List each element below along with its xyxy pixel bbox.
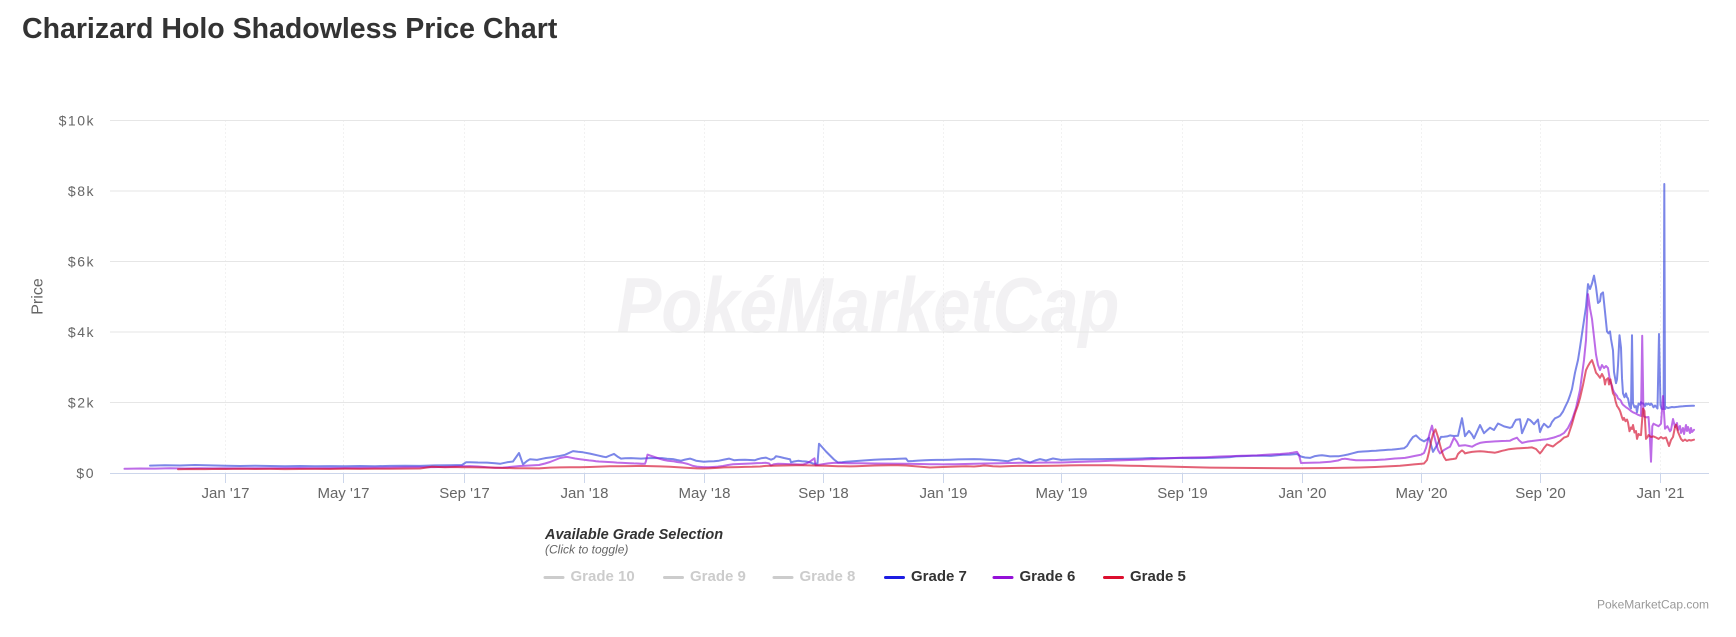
svg-text:Sep '17: Sep '17 (439, 485, 489, 502)
svg-text:Price: Price (30, 278, 47, 315)
svg-text:$2k: $2k (68, 395, 95, 411)
svg-text:May '19: May '19 (1035, 485, 1087, 502)
svg-text:(Click to toggle): (Click to toggle) (545, 543, 628, 557)
svg-text:PokeMarketCap.com: PokeMarketCap.com (1597, 598, 1709, 612)
svg-text:Grade 9: Grade 9 (690, 568, 746, 585)
svg-text:Sep '18: Sep '18 (798, 485, 848, 502)
svg-text:$8k: $8k (68, 183, 95, 199)
svg-text:Available Grade Selection: Available Grade Selection (544, 527, 723, 543)
svg-text:May '20: May '20 (1395, 485, 1447, 502)
svg-text:PokéMarketCap: PokéMarketCap (617, 262, 1120, 349)
svg-text:Jan '20: Jan '20 (1279, 485, 1327, 502)
svg-text:Charizard Holo Shadowless Pric: Charizard Holo Shadowless Price Chart (22, 13, 558, 45)
svg-text:Sep '20: Sep '20 (1515, 485, 1565, 502)
svg-text:Grade 5: Grade 5 (1130, 568, 1186, 585)
svg-text:Grade 10: Grade 10 (571, 568, 635, 585)
svg-text:Jan '18: Jan '18 (561, 485, 609, 502)
svg-text:Jan '19: Jan '19 (920, 485, 968, 502)
svg-text:May '18: May '18 (678, 485, 730, 502)
svg-text:Grade 6: Grade 6 (1020, 568, 1076, 585)
svg-text:Jan '17: Jan '17 (202, 485, 250, 502)
svg-text:Grade 8: Grade 8 (800, 568, 856, 585)
svg-text:$4k: $4k (68, 324, 95, 340)
svg-text:Sep '19: Sep '19 (1157, 485, 1207, 502)
svg-text:Jan '21: Jan '21 (1637, 485, 1685, 502)
svg-text:Grade 7: Grade 7 (911, 568, 967, 585)
svg-text:May '17: May '17 (317, 485, 369, 502)
svg-text:$0: $0 (76, 465, 95, 481)
svg-text:$10k: $10k (59, 113, 95, 129)
svg-text:$6k: $6k (68, 254, 95, 270)
